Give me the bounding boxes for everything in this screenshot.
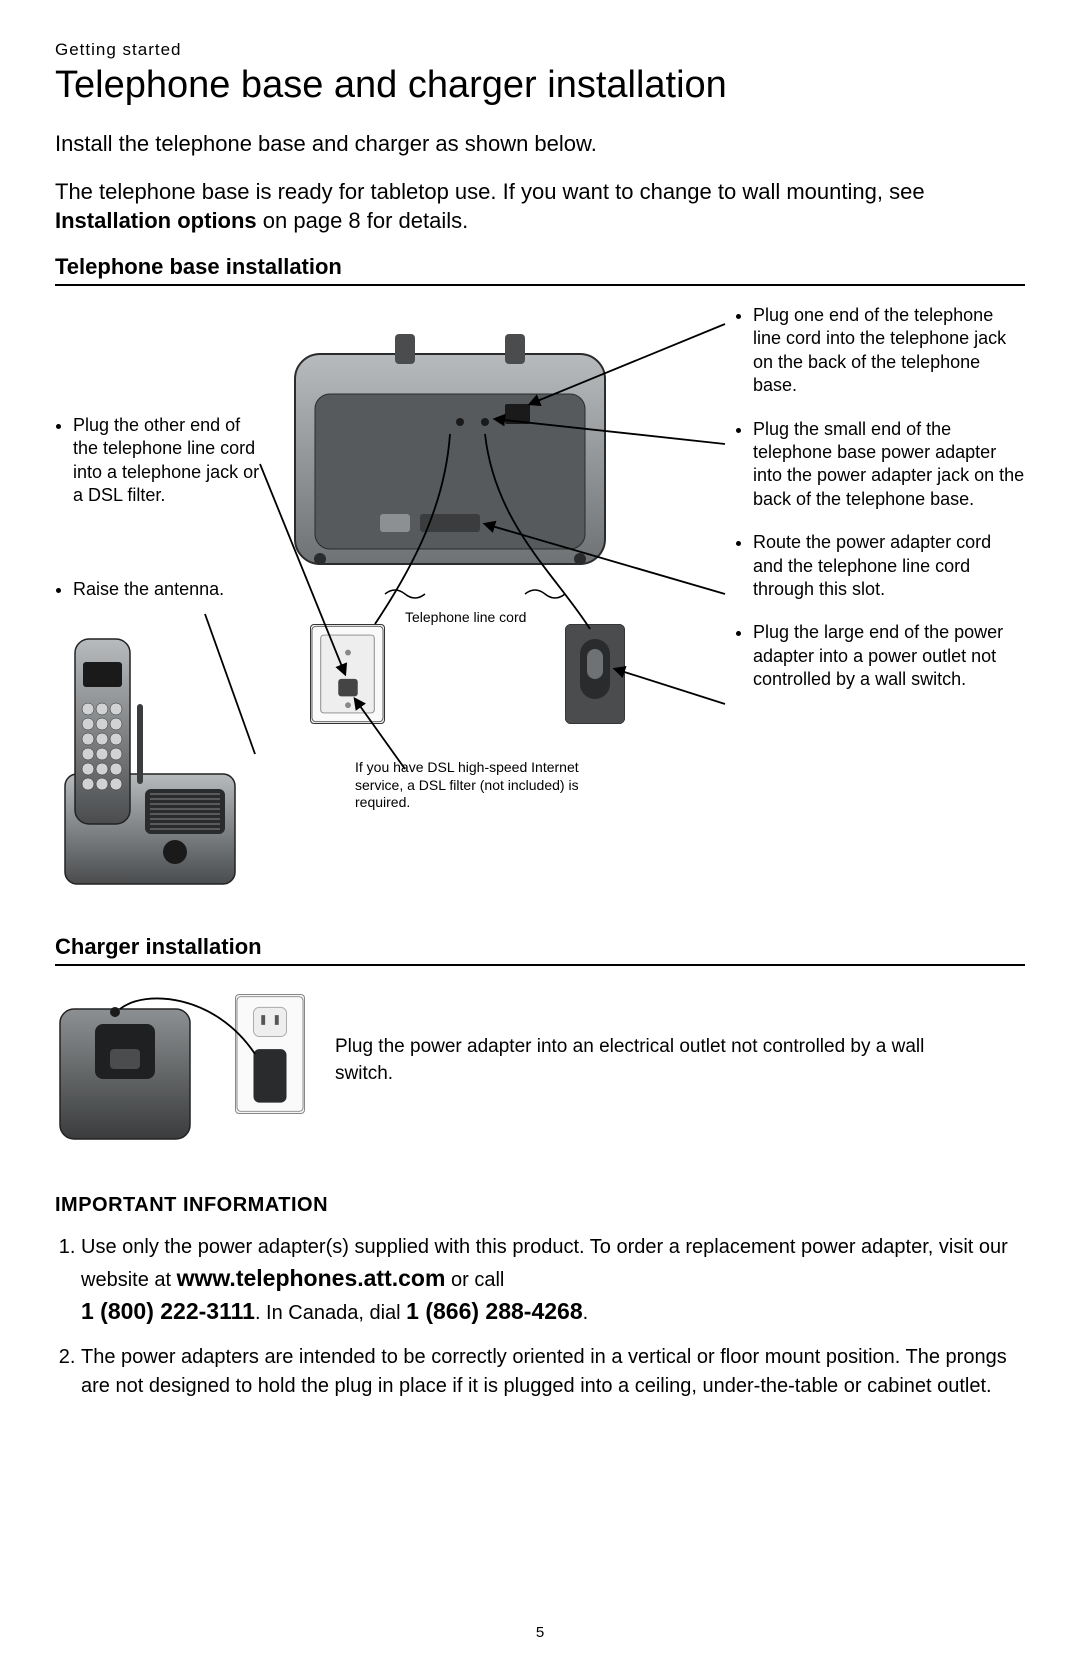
callout-right-2: Plug the small end of the telephone base… xyxy=(753,418,1025,512)
imp1-d: . xyxy=(583,1302,589,1324)
callout-left-2: Raise the antenna. xyxy=(73,578,265,601)
intro-p2-bold: Installation options xyxy=(55,208,257,233)
callout-left-1: Plug the other end of the telephone line… xyxy=(73,414,265,508)
intro-paragraph-1: Install the telephone base and charger a… xyxy=(55,129,1025,159)
wall-outlet-icon xyxy=(235,994,305,1114)
power-adapter-icon xyxy=(565,624,625,724)
callout-right-1: Plug one end of the telephone line cord … xyxy=(753,304,1025,398)
callout-right-4: Plug the large end of the power adapter … xyxy=(753,621,1025,691)
imp1-b: or call xyxy=(445,1269,504,1291)
intro-p2-a: The telephone base is ready for tabletop… xyxy=(55,179,925,204)
left-callouts: Plug the other end of the telephone line… xyxy=(55,414,265,621)
label-dsl-note: If you have DSL high-speed Internet serv… xyxy=(355,759,585,812)
important-item-1: Use only the power adapter(s) supplied w… xyxy=(81,1233,1025,1329)
subheading-charger: Charger installation xyxy=(55,934,1025,966)
callout-right-3: Route the power adapter cord and the tel… xyxy=(753,531,1025,601)
telephone-base-icon xyxy=(285,334,615,584)
imp1-phone1: 1 (800) 222-3111 xyxy=(81,1298,255,1324)
section-label: Getting started xyxy=(55,40,1025,60)
charger-text: Plug the power adapter into an electrica… xyxy=(335,1034,935,1087)
subheading-base: Telephone base installation xyxy=(55,254,1025,286)
imp1-c: . In Canada, dial xyxy=(255,1302,406,1324)
imp1-phone2: 1 (866) 288-4268 xyxy=(406,1298,582,1324)
label-line-cord: Telephone line cord xyxy=(405,609,526,627)
intro-paragraph-2: The telephone base is ready for tabletop… xyxy=(55,177,1025,236)
important-list: Use only the power adapter(s) supplied w… xyxy=(55,1233,1025,1401)
page-number: 5 xyxy=(0,1624,1080,1641)
handset-icon xyxy=(55,634,245,894)
right-callouts: Plug one end of the telephone line cord … xyxy=(735,304,1025,711)
important-heading: Important Information xyxy=(55,1194,1025,1217)
base-diagram: Plug the other end of the telephone line… xyxy=(55,304,1025,924)
important-item-2: The power adapters are intended to be co… xyxy=(81,1343,1025,1401)
charger-diagram: Plug the power adapter into an electrica… xyxy=(55,984,1025,1164)
page-title: Telephone base and charger installation xyxy=(55,64,1025,107)
intro-p2-b: on page 8 for details. xyxy=(257,208,469,233)
charger-base-icon xyxy=(55,994,195,1144)
wall-jack-icon xyxy=(310,624,385,724)
imp1-url: www.telephones.att.com xyxy=(177,1265,446,1291)
